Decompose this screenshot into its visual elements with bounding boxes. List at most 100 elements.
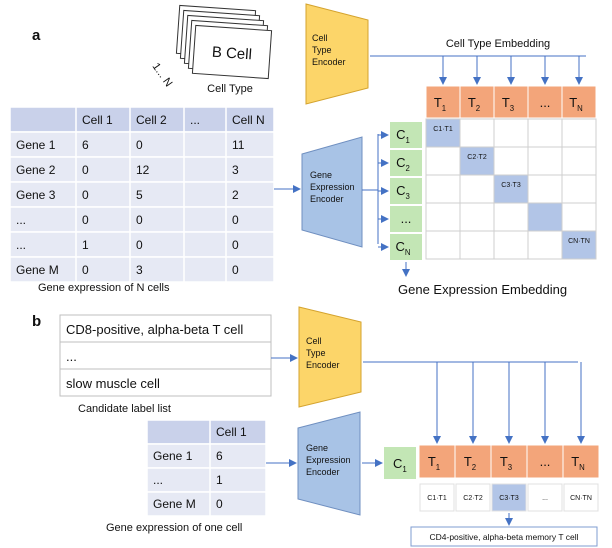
- panel-a-label: a: [32, 27, 41, 44]
- table-cell: ...: [153, 473, 163, 487]
- matrix-cell: [561, 202, 597, 232]
- product-row-b: C1·T1 C2·T2 C3·T3... CN·TN: [419, 483, 599, 512]
- gene-encoder-a-line1: Gene: [310, 170, 332, 180]
- candidate-item: [59, 368, 272, 397]
- panel-b-label: b: [32, 313, 41, 330]
- matrix-cell: [561, 118, 597, 148]
- c-token-cell: [390, 178, 422, 204]
- product-label: C1·T1: [427, 495, 447, 502]
- similarity-matrix: C1·T1 C2·T2 C3·T3 CN·TN: [425, 118, 597, 260]
- t-token-row-b: T1 T2 T3... TN: [418, 444, 600, 479]
- table-cell: 0: [232, 263, 239, 277]
- t-token-label: T1: [428, 454, 440, 472]
- product-cell: [563, 483, 599, 512]
- t-token-cell: [418, 444, 456, 479]
- matrix-cell: [425, 202, 461, 232]
- matrix-cell: [561, 174, 597, 204]
- matrix-cell: [493, 230, 529, 260]
- candidate-item-label: ...: [66, 349, 77, 364]
- table-cell: 3: [232, 163, 239, 177]
- matrix-cell: [425, 174, 461, 204]
- matrix-cell: [459, 174, 495, 204]
- matrix-cell: [459, 230, 495, 260]
- matrix-cell: [425, 230, 461, 260]
- t-token-row-a: T1 T2 T3... TN: [425, 85, 597, 119]
- table-cell: 1: [216, 473, 223, 487]
- cell-type-embedding-label: Cell Type Embedding: [446, 38, 550, 50]
- table-cell: 0: [82, 163, 89, 177]
- t-token-cell: [459, 85, 495, 119]
- gene-expression-embedding-label: Gene Expression Embedding: [398, 282, 567, 297]
- t-token-label: T1: [434, 95, 446, 113]
- matrix-cell: [527, 174, 563, 204]
- table-cell: 0: [82, 263, 89, 277]
- c-token-cell: [390, 150, 422, 176]
- table-row: [146, 491, 267, 517]
- matrix-cell: [459, 118, 495, 148]
- c-token-cell: [390, 234, 422, 260]
- table-cell: ...: [16, 213, 26, 227]
- product-label: C3·T3: [499, 495, 519, 502]
- matrix-product-label: CN·TN: [568, 238, 590, 245]
- c-token-label: C3: [396, 183, 410, 201]
- gene-encoder-a-line3: Encoder: [310, 194, 344, 204]
- table-cell: 0: [232, 238, 239, 252]
- matrix-cell: [493, 118, 529, 148]
- cell-type-encoder-b-line1: Cell: [306, 336, 322, 346]
- table-header-row: [9, 106, 275, 133]
- matrix-cell: [561, 146, 597, 176]
- matrix-cell: [493, 146, 529, 176]
- t-token-label: TN: [569, 95, 583, 113]
- gene-expression-encoder-b: [297, 411, 361, 516]
- table-cell: 0: [136, 213, 143, 227]
- matrix-cell: [459, 202, 495, 232]
- cell-type-encoder-a-line1: Cell: [312, 33, 328, 43]
- gene-expression-table-b: Cell 1 Gene 1 6... 1 Gene M 0: [146, 419, 267, 517]
- table-row: [9, 206, 275, 233]
- cell-type-card-stack: B Cell: [175, 4, 273, 80]
- t-token-label: ...: [540, 454, 551, 469]
- gene-expression-encoder-a: [301, 136, 363, 248]
- matrix-cell: [527, 118, 563, 148]
- table-cell: 1: [82, 238, 89, 252]
- c-token-label: C2: [396, 155, 410, 173]
- product-cell: [455, 483, 491, 512]
- gene-encoder-b-line1: Gene: [306, 443, 328, 453]
- candidate-label-list: CD8-positive, alpha-beta T cell... slow m…: [59, 314, 272, 397]
- product-cell-highlight: [491, 483, 527, 512]
- candidate-item-label: slow muscle cell: [66, 376, 160, 391]
- table-cell: Gene 2: [16, 163, 56, 177]
- gene-encoder-b-line2: Expression: [306, 455, 351, 465]
- table-header-cell: Cell 2: [136, 113, 167, 127]
- table-row: [9, 256, 275, 283]
- product-cell: [419, 483, 455, 512]
- table-row: [9, 181, 275, 208]
- matrix-cell: [493, 202, 529, 232]
- matrix-cell: [527, 230, 563, 260]
- table-cell: 11: [232, 138, 245, 152]
- table-cell: Gene M: [153, 497, 196, 511]
- cell-type-encoder-a-line2: Type: [312, 45, 332, 55]
- table-header-row: [146, 419, 267, 445]
- matrix-product-label: C1·T1: [433, 126, 453, 133]
- matrix-cell: [425, 146, 461, 176]
- result-label: CD4-positive, alpha-beta memory T cell: [430, 532, 579, 542]
- table-cell: Gene 1: [153, 449, 193, 463]
- t-token-cell: [454, 444, 492, 479]
- t-token-label: T3: [502, 95, 514, 113]
- table-cell: Gene 1: [16, 138, 56, 152]
- c-token-cell: [390, 122, 422, 148]
- matrix-diagonal-cell: [459, 146, 495, 176]
- matrix-diagonal-cell: [493, 174, 529, 204]
- t-token-label: TN: [571, 454, 585, 472]
- t-token-label: T2: [468, 95, 480, 113]
- product-label: CN·TN: [570, 495, 592, 502]
- table-header-cell: Cell 1: [82, 113, 113, 127]
- cell-type-encoder-b-line3: Encoder: [306, 360, 340, 370]
- table-b-caption: Gene expression of one cell: [106, 522, 242, 534]
- result-box: [410, 526, 598, 547]
- table-cell: 2: [232, 188, 239, 202]
- matrix-product-label: C2·T2: [467, 154, 487, 161]
- matrix-product-label: C3·T3: [501, 182, 521, 189]
- table-cell: 12: [136, 163, 150, 177]
